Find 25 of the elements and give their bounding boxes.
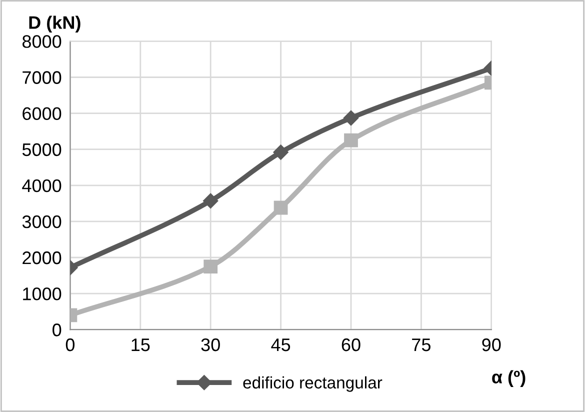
point [343,110,359,126]
point [203,193,218,208]
point [204,260,218,274]
y-tick-label: 4000 [22,179,62,192]
x-tick-label: 15 [132,338,150,352]
y-axis-title: D (kN) [29,16,80,33]
point [273,144,288,160]
x-axis-title: α (º) [492,370,526,388]
x-tick-label: 45 [271,338,290,352]
y-tick-label: 5000 [22,143,62,156]
legend-label: edificio rectangular [243,376,382,392]
y-tick-label: 2000 [22,251,62,264]
y-tick-label: 6000 [22,107,62,120]
x-tick-label: 60 [342,338,360,352]
x-tick-label: 90 [482,338,501,352]
point [274,200,288,215]
point [344,133,358,148]
y-tick-label: 1000 [23,287,62,300]
y-tick-label: 8000 [22,35,62,48]
x-tick-label: 75 [412,338,430,352]
x-tick-label: 0 [66,338,75,352]
y-tick-label: 7000 [22,71,62,84]
x-tick-label: 30 [201,338,220,352]
y-tick-label: 3000 [22,215,62,228]
y-tick-label: 0 [52,324,62,336]
